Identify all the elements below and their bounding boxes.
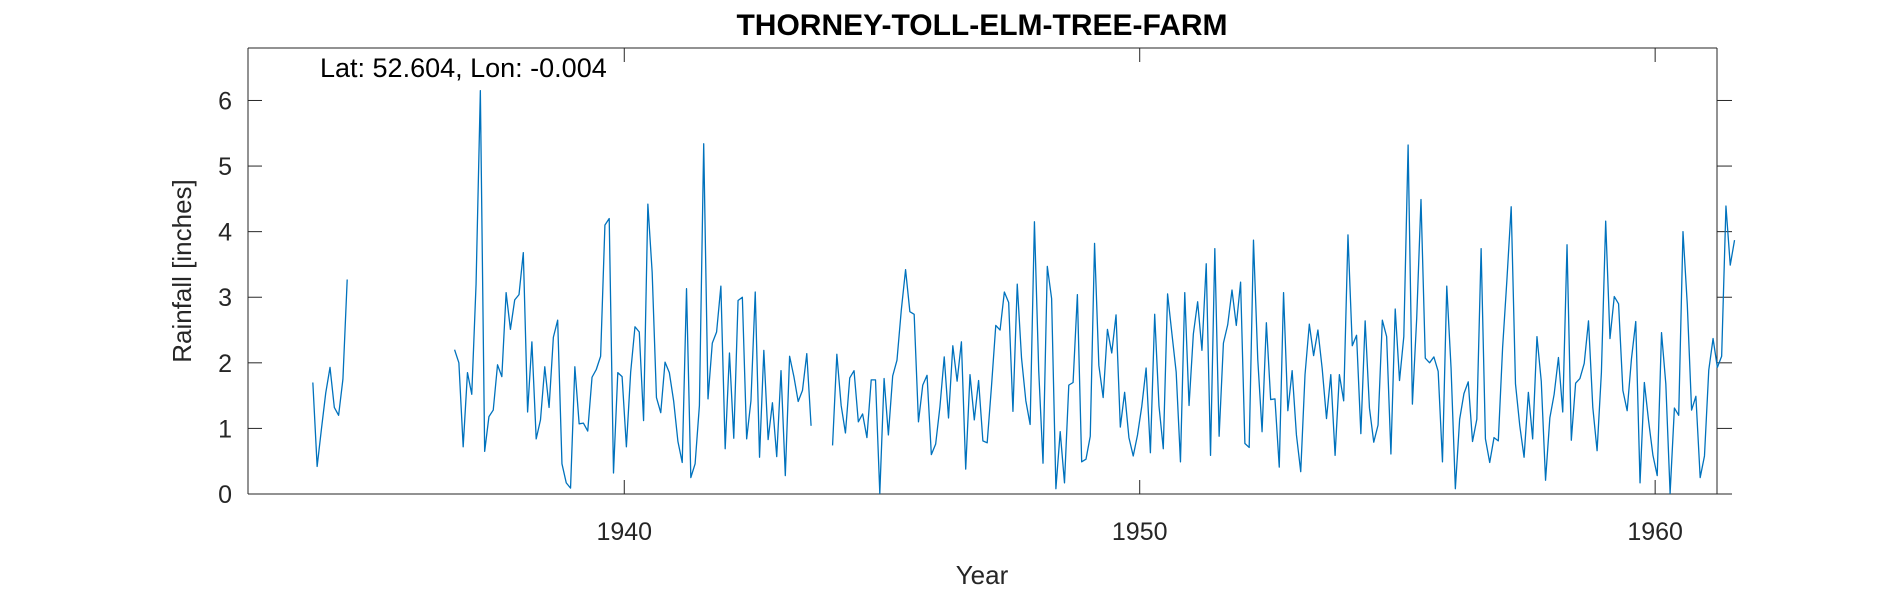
y-tick-label: 1	[218, 415, 232, 443]
plot-area-background	[248, 48, 1717, 494]
x-tick-label: 1960	[1627, 518, 1683, 546]
location-annotation: Lat: 52.604, Lon: -0.004	[320, 53, 607, 83]
x-axis-title: Year	[956, 560, 1009, 590]
x-tick-label: 1950	[1112, 518, 1168, 546]
x-tick-label: 1940	[596, 518, 652, 546]
tick-labels: 0 1 2 3 4 5 6 1940 1950 1960	[218, 87, 1683, 546]
y-tick-label: 6	[218, 87, 232, 115]
chart-title: THORNEY-TOLL-ELM-TREE-FARM	[736, 9, 1227, 42]
axes	[247, 47, 1732, 495]
y-axis-title: Rainfall [inches]	[167, 179, 197, 363]
rainfall-series-line	[312, 89, 1736, 494]
y-tick-label: 2	[218, 350, 232, 378]
y-tick-label: 4	[218, 219, 232, 247]
y-tick-label: 3	[218, 284, 232, 312]
y-tick-label: 5	[218, 153, 232, 181]
y-tick-label: 0	[218, 481, 232, 509]
